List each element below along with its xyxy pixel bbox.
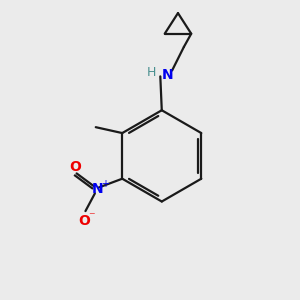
Text: N: N	[162, 68, 173, 82]
Text: O: O	[69, 160, 81, 174]
Text: N: N	[92, 182, 103, 196]
Text: O: O	[78, 214, 90, 227]
Text: H: H	[147, 66, 156, 80]
Text: +: +	[100, 179, 109, 189]
Text: ⁻: ⁻	[88, 211, 95, 224]
